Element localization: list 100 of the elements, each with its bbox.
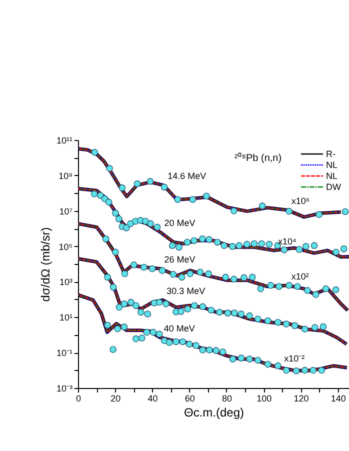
point <box>198 236 206 242</box>
point <box>250 240 258 248</box>
point <box>236 242 242 249</box>
point <box>121 270 128 278</box>
x-tick-label: 80 <box>222 394 232 404</box>
annotation: 30.3 MeV <box>166 286 206 296</box>
y-tick-label: 10⁻³ <box>56 384 72 394</box>
point <box>104 322 111 329</box>
point <box>220 242 228 249</box>
y-tick-label: 10⁷ <box>59 206 72 216</box>
point <box>203 192 210 200</box>
point <box>199 346 206 354</box>
x-tick-label: 140 <box>330 394 346 404</box>
point <box>162 300 170 308</box>
x-tick-label: 0 <box>76 394 82 404</box>
point <box>244 240 250 248</box>
point <box>110 346 116 353</box>
point <box>248 274 256 281</box>
point <box>276 283 282 290</box>
legend-label: NL <box>326 160 338 170</box>
point <box>312 291 320 298</box>
point <box>322 285 330 292</box>
point <box>138 308 144 316</box>
point <box>132 335 140 342</box>
point <box>110 284 117 291</box>
point <box>174 196 182 203</box>
point <box>178 274 186 281</box>
point <box>134 180 141 188</box>
annotation: 26 MeV <box>164 254 196 265</box>
point <box>264 360 272 368</box>
y-tick-label: 10⁹ <box>58 170 73 181</box>
point <box>168 242 176 249</box>
x-axis-title: Θc.m.(deg) <box>184 406 244 420</box>
point <box>320 323 327 330</box>
point <box>179 338 186 346</box>
point <box>105 198 112 206</box>
point <box>186 340 193 348</box>
point <box>229 243 236 250</box>
point <box>143 328 150 336</box>
point <box>332 248 340 256</box>
x-tick-label: 40 <box>148 394 158 404</box>
point <box>147 220 154 228</box>
x-tick-label: 20 <box>110 394 121 404</box>
annotation: x10⁶ <box>291 196 310 206</box>
point <box>286 282 292 289</box>
point <box>192 342 200 349</box>
point <box>114 325 121 332</box>
point <box>142 218 149 225</box>
point <box>274 318 282 326</box>
point <box>91 149 98 156</box>
point <box>286 208 292 215</box>
point <box>254 316 262 322</box>
point <box>222 274 229 281</box>
point <box>186 270 194 278</box>
point <box>267 282 274 289</box>
point <box>205 270 212 278</box>
point <box>274 362 282 370</box>
point <box>216 308 223 316</box>
point <box>184 238 191 246</box>
point <box>118 184 126 192</box>
y-tick-label: 10⁻¹ <box>56 348 72 358</box>
point <box>166 339 173 346</box>
point <box>229 356 236 362</box>
point <box>120 324 128 330</box>
point <box>116 304 123 311</box>
point <box>176 244 182 251</box>
point <box>318 366 325 374</box>
point <box>301 366 308 374</box>
point <box>154 224 161 231</box>
x-tick-label: 120 <box>294 394 309 404</box>
point <box>206 346 213 354</box>
point <box>184 306 192 312</box>
point <box>238 354 245 362</box>
point <box>292 367 300 374</box>
legend-label: DW <box>326 182 342 192</box>
point <box>294 283 301 290</box>
point <box>258 202 266 210</box>
point <box>214 238 221 246</box>
point <box>158 267 166 274</box>
annotation: x10⁴ <box>278 236 297 246</box>
point <box>240 274 248 282</box>
point <box>102 236 110 242</box>
point <box>206 236 212 243</box>
point <box>316 211 322 218</box>
point <box>112 248 119 256</box>
annotation: x10⁻² <box>284 354 305 364</box>
point <box>146 178 154 185</box>
point <box>282 320 290 328</box>
point <box>230 276 238 282</box>
point <box>340 245 348 252</box>
legend-label: NL <box>326 171 338 181</box>
point <box>97 192 104 199</box>
point <box>112 210 119 217</box>
text: ²⁰⁸Pb (n,n) <box>234 152 282 164</box>
point <box>310 242 318 249</box>
point <box>302 243 310 250</box>
annotation: 14.6 MeV <box>168 171 206 182</box>
point <box>128 298 134 306</box>
point <box>311 324 318 331</box>
point <box>199 303 206 310</box>
